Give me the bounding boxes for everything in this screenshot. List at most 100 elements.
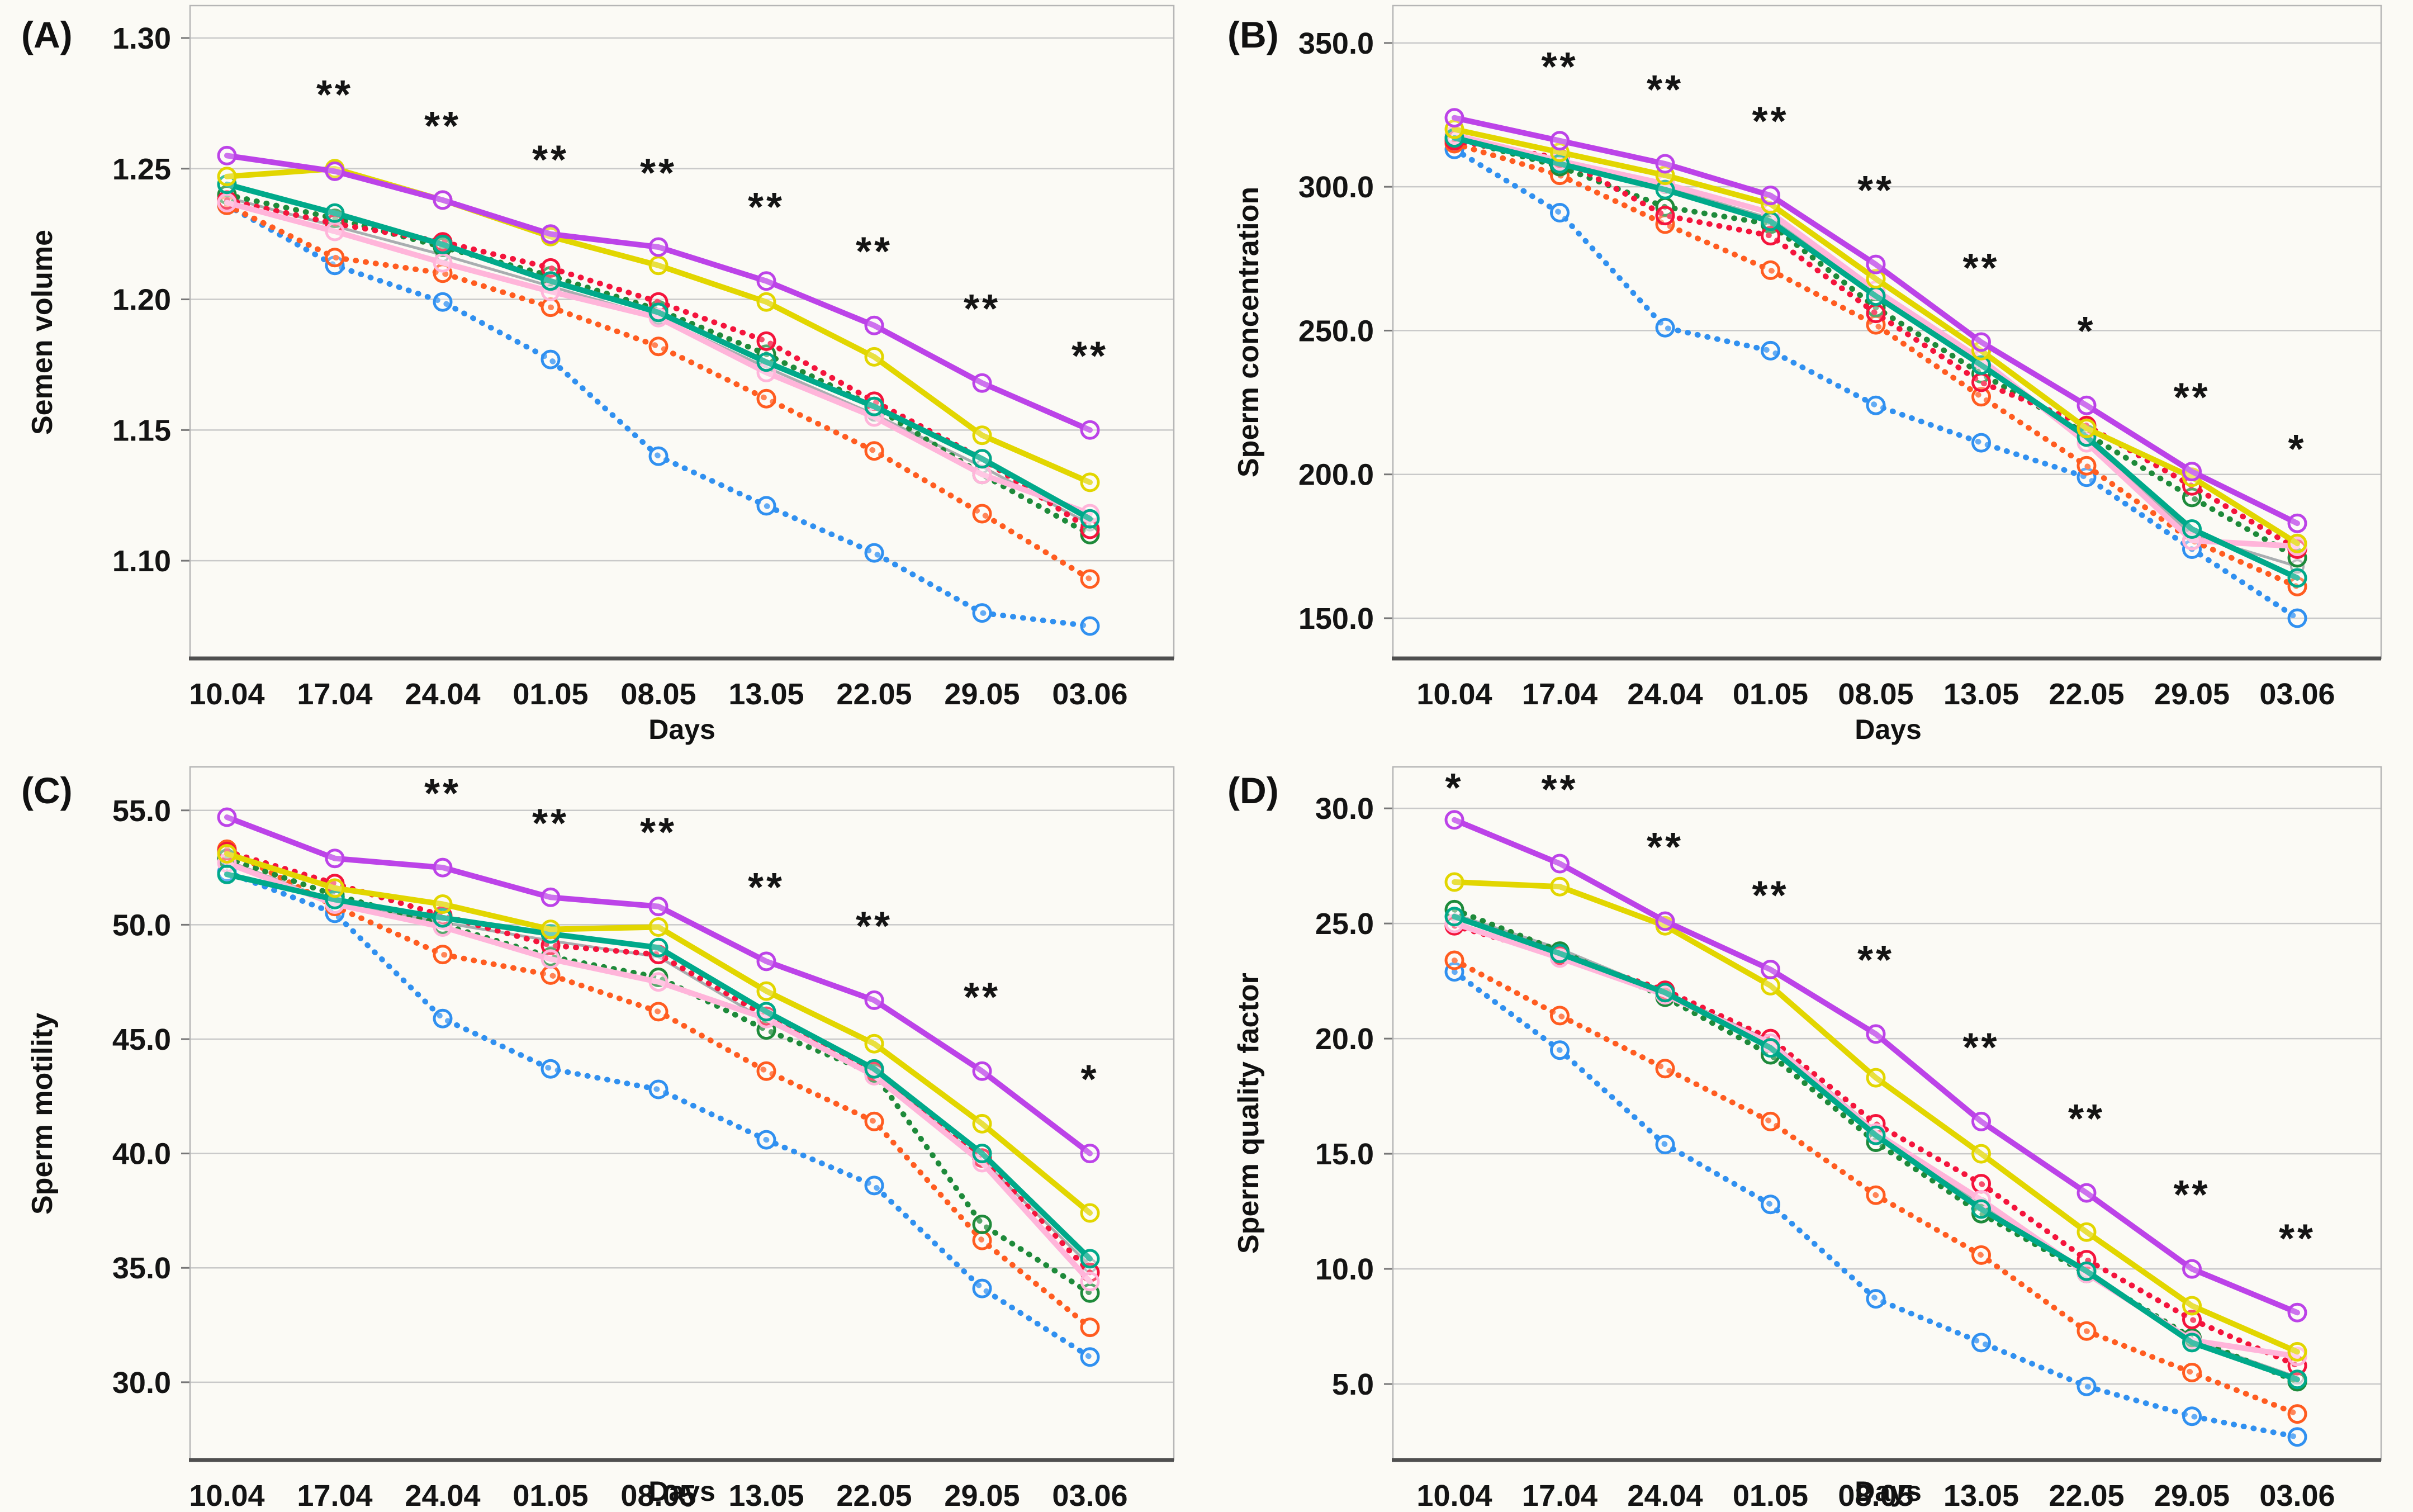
series-marker-blue — [864, 1176, 884, 1196]
x-tick-label: 03.06 — [2259, 677, 2335, 711]
series-marker-teal — [2287, 568, 2307, 588]
series-marker-teal — [1971, 1199, 1991, 1219]
panel-c-letter: (C) — [21, 770, 73, 811]
panel-d-chart: 30.0 25.0 20.0 15.0 10.0 5.0 10.04 17.04 24.04 01… — [1315, 766, 2382, 1512]
series-line-orange — [1452, 958, 2300, 1417]
x-tick-label: 03.06 — [1052, 677, 1127, 711]
y-tick-label: 30.0 — [112, 1366, 171, 1400]
series-marker-purple — [2287, 513, 2307, 533]
series-marker-teal — [648, 937, 669, 958]
y-tick-label: 1.15 — [112, 414, 171, 447]
series-marker-yellow — [1866, 269, 1886, 289]
series-marker-orange — [756, 1061, 776, 1081]
series-marker-blue — [1761, 1195, 1780, 1215]
series-line-yellow — [224, 851, 1093, 1216]
series-marker-orange — [2077, 1321, 2097, 1341]
series-marker-teal — [1550, 944, 1570, 964]
series-marker-blue — [648, 1079, 669, 1099]
series-marker-blue — [2182, 1406, 2202, 1426]
series-line-pink — [1452, 132, 2300, 549]
panel-d-x-axis-title: Days — [1855, 1476, 1922, 1507]
series-line-teal — [224, 871, 1093, 1262]
series-marker-purple — [1866, 254, 1886, 274]
series-line-blue — [224, 869, 1093, 1360]
series-marker-orange — [1550, 1006, 1570, 1026]
x-tick-label: 17.04 — [297, 1479, 372, 1512]
series-line-teal — [1452, 913, 2300, 1382]
x-tick-label: 17.04 — [1522, 1479, 1597, 1512]
series-line-purple — [224, 814, 1093, 1156]
series-marker-yellow — [756, 981, 776, 1001]
series-marker-purple — [1550, 131, 1570, 151]
significance-asterisks: ** — [964, 287, 1001, 331]
series-line-yellow — [1452, 879, 2300, 1355]
series-marker-purple — [1655, 154, 1675, 174]
series-marker-purple — [1655, 911, 1675, 931]
x-tick-label: 29.05 — [2154, 677, 2230, 711]
significance-asterisks: ** — [748, 185, 785, 230]
series-marker-teal — [1866, 286, 1886, 306]
significance-asterisks: ** — [748, 865, 785, 910]
series-marker-pink — [433, 253, 453, 273]
x-tick-label: 03.06 — [1052, 1479, 1127, 1512]
series-marker-purple — [325, 161, 345, 181]
y-tick-label: 50.0 — [112, 908, 171, 942]
series-marker-orange — [1655, 1059, 1675, 1079]
x-tick-label: 08.05 — [1838, 1479, 1913, 1512]
series-marker-red — [1655, 206, 1675, 226]
y-tick-label: 150.0 — [1298, 602, 1374, 636]
series-marker-teal — [2182, 1333, 2202, 1353]
series-marker-blue — [648, 446, 669, 466]
series-marker-teal — [1761, 1038, 1780, 1058]
significance-asterisks: ** — [964, 975, 1001, 1020]
series-marker-red — [1971, 1174, 1991, 1194]
y-tick-label: 1.30 — [112, 22, 171, 55]
x-tick-label: 10.04 — [189, 1479, 264, 1512]
x-tick-label: 01.05 — [513, 677, 588, 711]
series-marker-blue — [433, 292, 453, 312]
series-marker-blue — [1761, 340, 1780, 361]
series-marker-purple — [1761, 186, 1780, 206]
panel-d: (D) Sperm quality factor 30.0 25.0 20.0 15.… — [1206, 756, 2413, 1512]
series-marker-purple — [1080, 1144, 1100, 1164]
series-line-blue — [1452, 969, 2300, 1440]
series-marker-purple — [2077, 395, 2097, 415]
significance-asterisks: ** — [1857, 168, 1894, 213]
series-marker-yellow — [1550, 876, 1570, 897]
series-marker-pink — [648, 972, 669, 992]
y-tick-label: 25.0 — [1315, 907, 1374, 941]
series-marker-red — [1971, 372, 1991, 392]
series-marker-purple — [1971, 1111, 1991, 1131]
y-tick-label: 20.0 — [1315, 1022, 1374, 1056]
series-line-pink — [224, 200, 1093, 516]
series-marker-blue — [1550, 203, 1570, 222]
series-marker-purple — [433, 857, 453, 878]
x-tick-label: 24.04 — [1627, 1479, 1703, 1512]
series-marker-yellow — [2077, 1222, 2097, 1242]
x-tick-label: 24.04 — [405, 677, 480, 711]
significance-asterisks: ** — [1647, 68, 1684, 112]
series-marker-blue — [1866, 395, 1886, 415]
y-tick-label: 30.0 — [1315, 792, 1374, 826]
series-marker-teal — [972, 1144, 992, 1164]
y-tick-label: 1.25 — [112, 153, 171, 186]
series-marker-blue — [1550, 1040, 1570, 1060]
series-line-red — [1452, 138, 2300, 552]
series-marker-orange — [1971, 1245, 1991, 1265]
series-marker-teal — [1655, 983, 1675, 1003]
series-marker-orange — [864, 1111, 884, 1131]
significance-asterisks: ** — [316, 73, 353, 117]
significance-asterisks: ** — [2173, 1173, 2210, 1217]
series-marker-orange — [1444, 950, 1464, 970]
significance-asterisks: ** — [640, 810, 677, 855]
series-marker-orange — [1971, 387, 1991, 407]
series-marker-purple — [1080, 420, 1100, 440]
series-marker-blue — [1655, 317, 1675, 338]
y-tick-label: 45.0 — [112, 1023, 171, 1056]
series-marker-yellow — [1444, 872, 1464, 892]
series-marker-blue — [1866, 1289, 1886, 1309]
series-line-blue — [1452, 146, 2300, 621]
panel-b-chart: 350.0 300.0 250.0 200.0 150.0 10.04 17.04 24.04… — [1298, 4, 2382, 711]
series-marker-teal — [1444, 907, 1464, 927]
series-marker-teal — [1080, 509, 1100, 529]
